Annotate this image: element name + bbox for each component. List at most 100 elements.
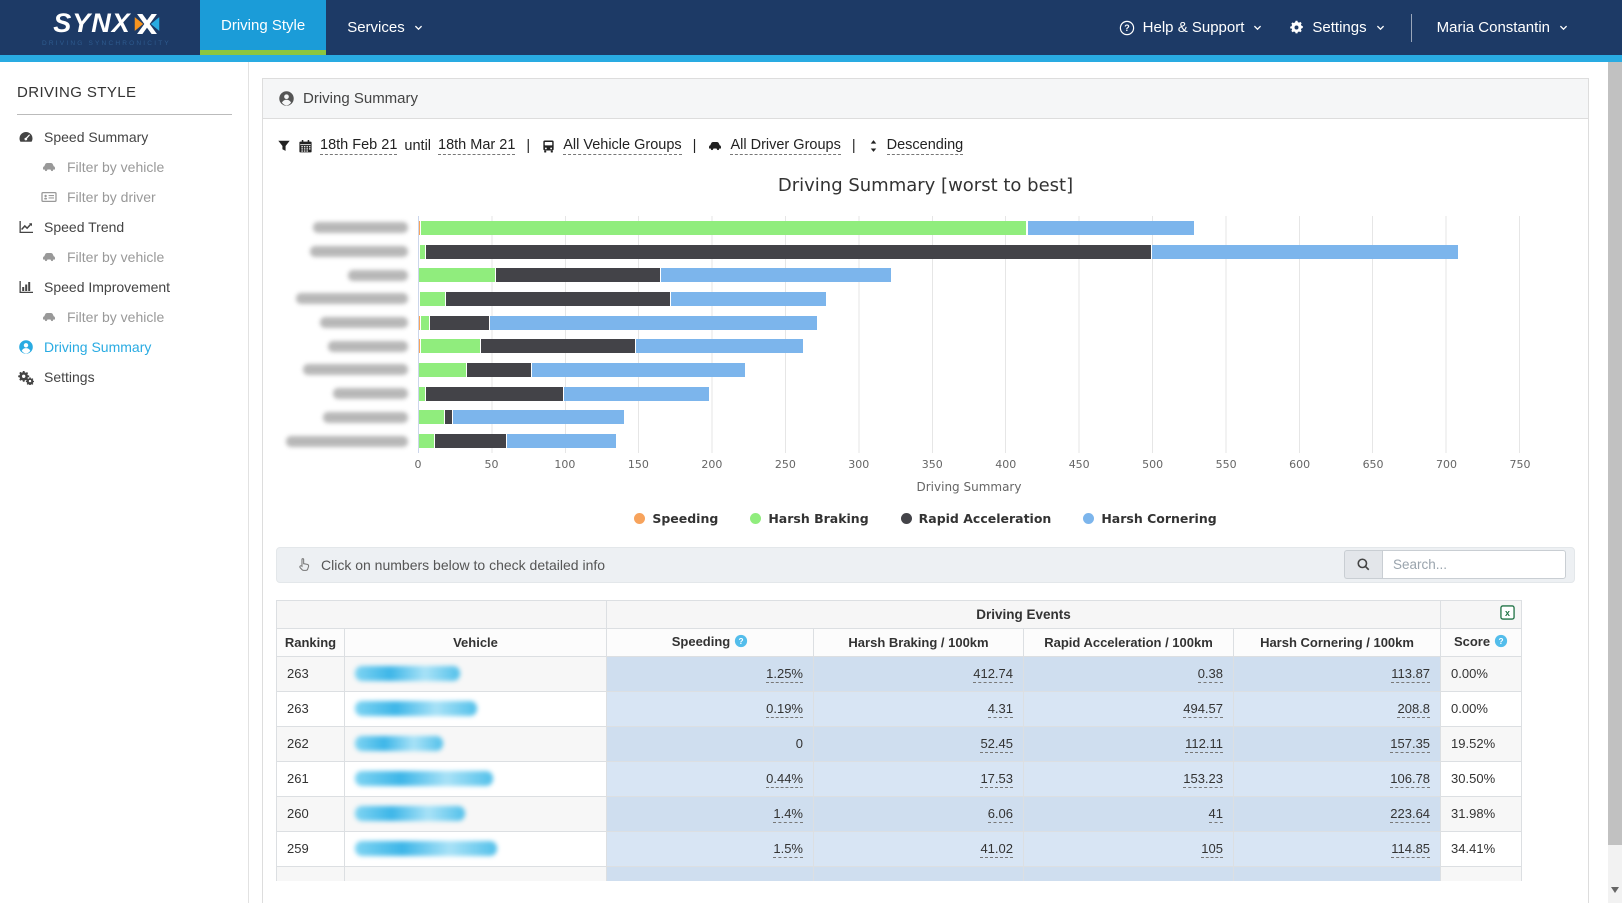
bar-segment-speeding[interactable] bbox=[419, 220, 421, 235]
detail-link[interactable]: 4.31 bbox=[987, 701, 1013, 719]
bar-segment-harsh-braking[interactable] bbox=[419, 268, 496, 283]
search-input[interactable] bbox=[1382, 550, 1566, 580]
logo[interactable]: SYNX DRIVING SYNCHRONICITY bbox=[0, 0, 200, 55]
vehicle-name-redacted[interactable] bbox=[355, 666, 460, 682]
bar-segment-harsh-braking[interactable] bbox=[420, 291, 446, 306]
detail-link[interactable]: 1.25% bbox=[766, 666, 803, 684]
bar-segment-rapid-acceleration[interactable] bbox=[429, 315, 491, 330]
detail-link[interactable]: 1.5% bbox=[773, 841, 803, 859]
stacked-bar[interactable] bbox=[419, 386, 1520, 401]
stacked-bar[interactable] bbox=[419, 434, 1520, 449]
detail-link[interactable]: 153.23 bbox=[1183, 771, 1223, 789]
date-to-link[interactable]: 18th Mar 21 bbox=[438, 137, 516, 155]
bar-segment-harsh-braking[interactable] bbox=[419, 434, 436, 449]
settings-menu[interactable]: Settings bbox=[1276, 19, 1398, 36]
vehicle-name-redacted[interactable] bbox=[355, 736, 443, 752]
bar-segment-harsh-cornering[interactable] bbox=[660, 268, 892, 283]
detail-link[interactable]: 494.57 bbox=[1183, 701, 1223, 719]
sidebar-item-filter-by-vehicle[interactable]: Filter by vehicle bbox=[40, 159, 248, 175]
sidebar-item-filter-by-driver[interactable]: Filter by driver bbox=[40, 189, 248, 205]
bar-segment-rapid-acceleration[interactable] bbox=[426, 386, 565, 401]
driver-groups-link[interactable]: All Driver Groups bbox=[730, 137, 841, 155]
tab-services[interactable]: Services bbox=[326, 0, 445, 55]
bar-segment-harsh-braking[interactable] bbox=[421, 315, 430, 330]
detail-link[interactable]: 52.45 bbox=[980, 736, 1013, 754]
legend-item-speeding[interactable]: Speeding bbox=[634, 511, 718, 526]
legend-item-rapid-acceleration[interactable]: Rapid Acceleration bbox=[900, 511, 1051, 526]
stacked-bar[interactable] bbox=[419, 291, 1520, 306]
detail-link[interactable]: 223.64 bbox=[1390, 806, 1431, 824]
vehicle-groups-link[interactable]: All Vehicle Groups bbox=[563, 137, 682, 155]
sidebar-item-settings[interactable]: Settings bbox=[17, 369, 248, 385]
sidebar-item-filter-by-vehicle[interactable]: Filter by vehicle bbox=[40, 309, 248, 325]
user-menu[interactable]: Maria Constantin bbox=[1424, 19, 1582, 36]
detail-link[interactable]: 106.78 bbox=[1390, 771, 1431, 789]
sidebar-item-speed-improvement[interactable]: Speed Improvement bbox=[17, 279, 248, 295]
bar-segment-harsh-braking[interactable] bbox=[420, 244, 427, 259]
bar-segment-speeding[interactable] bbox=[419, 244, 420, 259]
stacked-bar[interactable] bbox=[419, 362, 1520, 377]
bar-segment-harsh-cornering[interactable] bbox=[635, 339, 805, 354]
bar-segment-rapid-acceleration[interactable] bbox=[467, 362, 533, 377]
bar-segment-harsh-cornering[interactable] bbox=[532, 362, 747, 377]
detail-link[interactable]: 105 bbox=[1201, 841, 1223, 859]
bar-segment-harsh-braking[interactable] bbox=[419, 362, 468, 377]
bar-segment-rapid-acceleration[interactable] bbox=[445, 291, 671, 306]
help-support-menu[interactable]: ? Help & Support bbox=[1106, 19, 1277, 36]
detail-link[interactable]: 112.11 bbox=[1185, 736, 1223, 754]
stacked-bar[interactable] bbox=[419, 410, 1520, 425]
scrollbar-thumb[interactable] bbox=[1608, 62, 1622, 845]
bar-segment-rapid-acceleration[interactable] bbox=[426, 244, 1153, 259]
bar-segment-harsh-braking[interactable] bbox=[420, 220, 1027, 235]
bar-segment-speeding[interactable] bbox=[419, 315, 422, 330]
bar-segment-harsh-cornering[interactable] bbox=[564, 386, 710, 401]
bar-segment-harsh-braking[interactable] bbox=[419, 410, 446, 425]
vehicle-name-redacted[interactable] bbox=[355, 806, 465, 822]
detail-link[interactable]: 208.8 bbox=[1397, 701, 1431, 719]
sidebar-item-speed-summary[interactable]: Speed Summary bbox=[17, 129, 248, 145]
bar-segment-harsh-braking[interactable] bbox=[419, 386, 427, 401]
detail-link[interactable]: 0.44% bbox=[766, 771, 803, 789]
sidebar-item-speed-trend[interactable]: Speed Trend bbox=[17, 219, 248, 235]
bar-segment-harsh-cornering[interactable] bbox=[1027, 220, 1195, 235]
bar-segment-harsh-cornering[interactable] bbox=[452, 410, 625, 425]
sidebar-item-filter-by-vehicle[interactable]: Filter by vehicle bbox=[40, 249, 248, 265]
detail-link[interactable]: 6.06 bbox=[987, 806, 1013, 824]
stacked-bar[interactable] bbox=[419, 268, 1520, 283]
legend-item-harsh-braking[interactable]: Harsh Braking bbox=[750, 511, 869, 526]
bar-segment-harsh-cornering[interactable] bbox=[670, 291, 828, 306]
vehicle-name-redacted[interactable] bbox=[355, 771, 493, 787]
vehicle-name-redacted[interactable] bbox=[355, 841, 497, 857]
bar-segment-rapid-acceleration[interactable] bbox=[1026, 220, 1028, 235]
detail-link[interactable]: 157.35 bbox=[1390, 736, 1431, 754]
detail-link[interactable]: 41 bbox=[1208, 806, 1223, 824]
tab-driving-style[interactable]: Driving Style bbox=[200, 0, 327, 55]
page-scrollbar[interactable] bbox=[1608, 62, 1622, 903]
detail-link[interactable]: 1.4% bbox=[773, 806, 803, 824]
detail-link[interactable]: 0.19% bbox=[766, 701, 803, 719]
bar-segment-rapid-acceleration[interactable] bbox=[495, 268, 661, 283]
bar-segment-speeding[interactable] bbox=[419, 291, 420, 306]
bar-segment-harsh-braking[interactable] bbox=[421, 339, 482, 354]
bar-segment-rapid-acceleration[interactable] bbox=[445, 410, 453, 425]
detail-link[interactable]: 113.87 bbox=[1391, 666, 1431, 684]
stacked-bar[interactable] bbox=[419, 244, 1520, 259]
bar-segment-harsh-cornering[interactable] bbox=[490, 315, 819, 330]
date-from-link[interactable]: 18th Feb 21 bbox=[320, 137, 398, 155]
legend-item-harsh-cornering[interactable]: Harsh Cornering bbox=[1083, 511, 1217, 526]
sidebar-item-driving-summary[interactable]: Driving Summary bbox=[17, 339, 248, 355]
detail-link[interactable]: 41.02 bbox=[980, 841, 1013, 859]
detail-link[interactable]: 0.38 bbox=[1197, 666, 1223, 684]
detail-link[interactable]: 17.53 bbox=[980, 771, 1013, 789]
help-question-icon[interactable]: ? bbox=[1494, 634, 1508, 651]
bar-segment-rapid-acceleration[interactable] bbox=[435, 434, 508, 449]
stacked-bar[interactable] bbox=[419, 339, 1520, 354]
stacked-bar[interactable] bbox=[419, 315, 1520, 330]
scrollbar-down-arrow-icon[interactable] bbox=[1611, 887, 1619, 897]
detail-link[interactable]: 114.85 bbox=[1391, 841, 1431, 859]
vehicle-name-redacted[interactable] bbox=[355, 701, 477, 717]
stacked-bar[interactable] bbox=[419, 220, 1520, 235]
help-question-icon[interactable]: ? bbox=[734, 634, 748, 651]
bar-segment-speeding[interactable] bbox=[419, 339, 422, 354]
sort-order-link[interactable]: Descending bbox=[886, 137, 964, 155]
